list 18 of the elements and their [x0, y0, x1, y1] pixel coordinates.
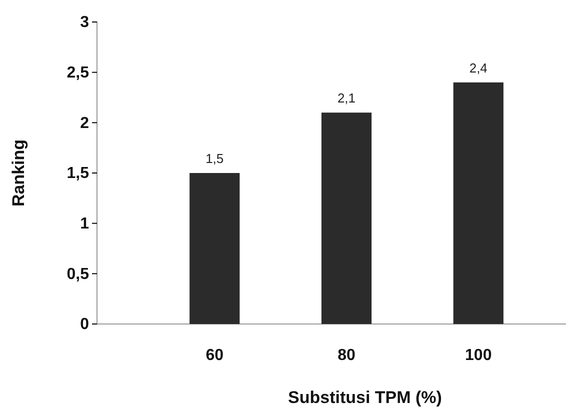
- data-label: 1,5: [206, 151, 224, 166]
- x-tick-label: 60: [206, 347, 224, 364]
- data-label: 2,1: [337, 90, 356, 106]
- x-tick-label: 80: [338, 347, 356, 364]
- bar: [321, 112, 372, 324]
- y-tick-label: 0,5: [66, 266, 90, 283]
- y-tick-label: 2: [80, 114, 90, 132]
- y-tick-label: 0: [80, 316, 90, 334]
- y-axis-title: Ranking: [9, 139, 28, 207]
- bar: [190, 173, 240, 324]
- y-tick-label: 1,5: [66, 165, 90, 182]
- bar: [453, 82, 504, 324]
- y-tick-label: 3: [80, 14, 90, 32]
- x-tick-label: 100: [465, 347, 492, 364]
- data-label: 2,4: [469, 60, 488, 76]
- y-tick-label: 2,5: [66, 64, 90, 82]
- y-tick-label: 1: [80, 215, 90, 232]
- x-axis-title: Substitusi TPM (%): [288, 388, 442, 407]
